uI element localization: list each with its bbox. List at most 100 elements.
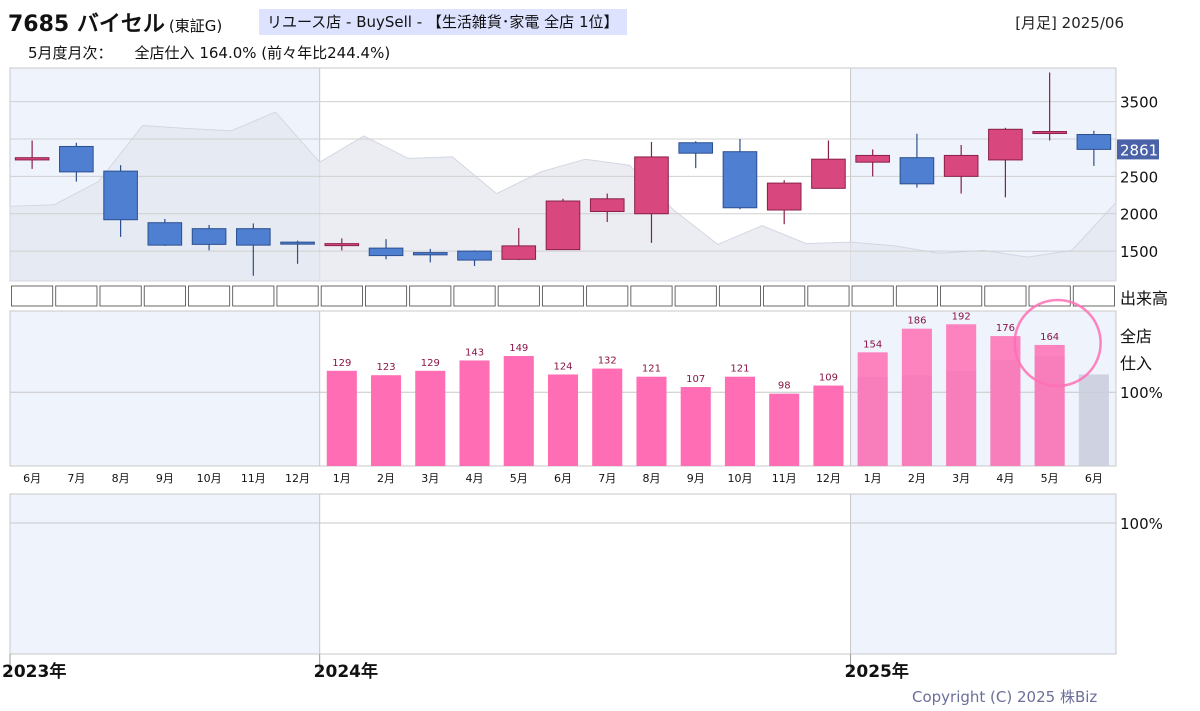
shade-2025-panel-2	[850, 494, 1116, 654]
stock-value-label-5: 124	[553, 361, 572, 372]
candle-7	[324, 238, 360, 251]
stock-value-label-7: 121	[642, 364, 661, 375]
stock-bar-6	[592, 368, 623, 466]
candle-17	[766, 180, 802, 225]
month-label-22: 4月	[996, 472, 1014, 485]
stock-bar-15	[990, 336, 1021, 466]
month-label-15: 9月	[687, 472, 705, 485]
stock-bar-13	[901, 328, 932, 466]
panel-frame-2	[9, 493, 1117, 655]
candle-body-12	[545, 200, 581, 251]
price-tick-3500: 3500	[1120, 94, 1158, 112]
stock-ref-label: 100%	[1120, 384, 1163, 402]
stock-bar-2	[415, 370, 446, 466]
candle-8	[368, 239, 404, 260]
stock-value-label-0: 129	[332, 358, 351, 369]
candle-16	[722, 139, 758, 210]
candle-18	[811, 140, 846, 189]
month-label-1: 7月	[67, 472, 85, 485]
stock-bar-16	[1034, 344, 1065, 466]
volume-cell-10	[453, 285, 496, 307]
month-label-5: 11月	[241, 472, 266, 485]
candle-10	[457, 250, 492, 267]
month-label-12: 6月	[554, 472, 572, 485]
volume-cell-12	[541, 285, 585, 307]
last-price-label: 2861	[1120, 141, 1158, 159]
candle-body-1	[59, 145, 94, 173]
month-label-16: 10月	[727, 472, 752, 485]
month-label-18: 12月	[816, 472, 841, 485]
candle-9	[412, 248, 448, 263]
volume-cell-24	[1072, 285, 1115, 307]
stock-value-label-8: 107	[686, 374, 705, 385]
month-label-19: 1月	[864, 472, 882, 485]
stock-value-label-15: 176	[996, 323, 1015, 334]
month-label-14: 8月	[642, 472, 660, 485]
stock-value-label-4: 149	[509, 343, 528, 354]
month-label-13: 7月	[598, 472, 616, 485]
candle-6	[280, 240, 315, 264]
stock-bar-12	[857, 352, 888, 466]
stock-prev-bar-5	[1078, 374, 1109, 466]
stock-value-label-14: 192	[952, 311, 971, 322]
candle-0	[14, 140, 50, 169]
volume-cell-11	[497, 285, 540, 307]
stock-value-label-1: 123	[376, 362, 395, 373]
stock-bar-11	[813, 385, 844, 466]
month-label-23: 5月	[1041, 472, 1059, 485]
stock-value-label-12: 154	[863, 339, 882, 350]
candle-11	[501, 227, 537, 261]
candle-body-20	[899, 157, 935, 185]
candle-body-19	[855, 154, 890, 163]
volume-cell-6	[276, 285, 319, 307]
candle-20	[899, 133, 935, 188]
shade-2023-panel-2	[10, 494, 320, 654]
stock-value-label-9: 121	[730, 364, 749, 375]
candle-body-8	[368, 247, 404, 257]
month-label-6: 12月	[285, 472, 310, 485]
shade-2023-panel-1	[10, 311, 320, 466]
price-area-background	[9, 111, 1117, 282]
stock-bar-1	[370, 375, 402, 466]
volume-cell-5	[232, 285, 275, 307]
volume-cell-17	[763, 285, 806, 307]
volume-cell-4	[188, 285, 231, 307]
month-label-10: 4月	[466, 472, 484, 485]
candle-body-9	[412, 252, 448, 256]
stock-code: 7685	[8, 12, 70, 37]
candle-2	[103, 165, 138, 237]
candle-body-6	[280, 241, 315, 245]
candle-body-4	[191, 228, 227, 245]
volume-cell-8	[365, 285, 408, 307]
period-label: [月足] 2025/06	[1015, 14, 1124, 32]
stock-bar-3	[459, 360, 490, 466]
month-label-4: 10月	[197, 472, 222, 485]
candle-15	[678, 141, 714, 169]
candle-14	[634, 141, 669, 243]
exchange-label: (東証G)	[168, 17, 223, 35]
stock-value-label-13: 186	[907, 316, 926, 327]
year-label-1: 2024年	[314, 661, 378, 682]
stock-value-label-10: 98	[778, 381, 791, 392]
chart-header: 7685 バイセル (東証G) リユース店 - BuySell - 【生活雑貨･家…	[0, 0, 1200, 70]
candle-1	[59, 142, 94, 182]
stock-bar-5	[547, 374, 579, 466]
volume-cell-7	[320, 285, 363, 307]
candle-12	[545, 198, 581, 251]
stock-bar-8	[680, 387, 711, 466]
volume-cell-18	[807, 285, 850, 307]
stock-bar-10	[769, 393, 800, 466]
volume-cell-15	[674, 285, 717, 307]
stock-name: バイセル	[76, 12, 165, 37]
stock-bar-14	[946, 324, 977, 466]
month-label-20: 2月	[908, 472, 926, 485]
volume-cell-9	[409, 285, 452, 307]
candle-body-10	[457, 250, 492, 261]
year-label-0: 2023年	[2, 661, 66, 682]
volume-cell-22	[984, 285, 1027, 307]
candle-3	[147, 218, 183, 246]
volume-cell-0	[11, 285, 54, 307]
month-label-9: 3月	[421, 472, 439, 485]
highlight-circle	[1013, 298, 1102, 388]
stock-bar-4	[503, 356, 534, 466]
